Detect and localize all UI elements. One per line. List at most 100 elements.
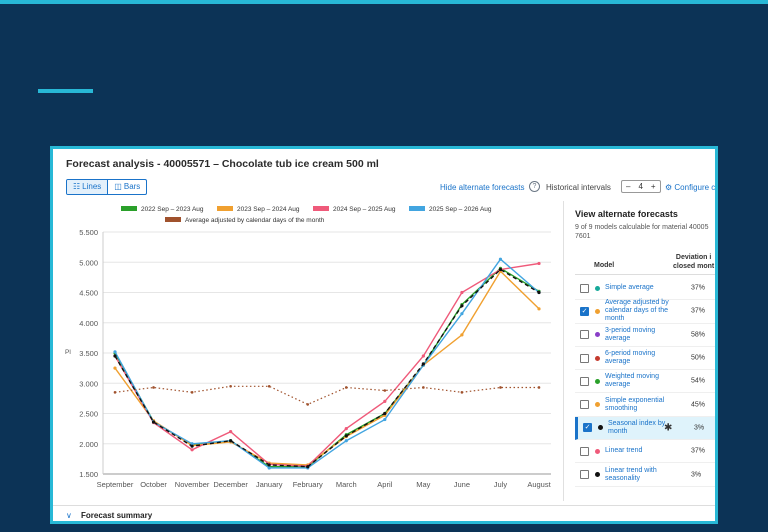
model-checkbox[interactable] xyxy=(580,400,589,410)
top-accent-stripe xyxy=(0,0,768,4)
model-checkbox[interactable] xyxy=(580,470,589,480)
deviation-value: 3% xyxy=(694,424,705,432)
series-line xyxy=(114,268,540,468)
forecast-analysis-panel: Forecast analysis - 40005571 – Chocolate… xyxy=(50,146,718,524)
legend-swatch xyxy=(313,206,329,211)
bars-view-button[interactable]: ◫ Bars xyxy=(107,180,146,194)
model-name-link[interactable]: Average adjusted by calendar days of the… xyxy=(605,299,669,323)
data-point xyxy=(344,434,348,438)
model-name-link[interactable]: Linear trend xyxy=(605,447,643,455)
hide-alternate-forecasts-link[interactable]: Hide alternate forecasts xyxy=(440,183,525,192)
model-checkbox[interactable]: ✓ xyxy=(580,306,589,316)
data-point xyxy=(306,465,310,469)
data-point xyxy=(190,442,194,446)
data-point xyxy=(460,304,464,308)
data-point xyxy=(113,391,117,394)
legend-label: 2022 Sep – 2023 Aug xyxy=(141,206,204,213)
y-tick-label: 3.000 xyxy=(79,379,98,388)
data-point xyxy=(190,444,194,448)
model-row[interactable]: Weighted moving average 54% xyxy=(575,370,715,394)
data-point xyxy=(151,420,156,424)
series-color-dot xyxy=(595,448,600,454)
model-row[interactable]: ✓ Seasonal index by month ✱ 3% xyxy=(575,416,715,441)
y-tick-label: 4.500 xyxy=(79,289,98,298)
data-point xyxy=(344,386,348,389)
sidebar-subtitle-line2: 7601 xyxy=(575,233,591,240)
legend-label: 2023 Sep – 2024 Aug xyxy=(237,206,300,213)
y-tick-label: 4.000 xyxy=(79,319,98,328)
data-point xyxy=(460,290,464,295)
series-color-dot xyxy=(595,355,600,361)
model-checkbox[interactable]: ✓ xyxy=(583,423,592,433)
model-checkbox[interactable] xyxy=(580,353,589,363)
help-icon[interactable]: ? xyxy=(529,181,540,192)
series-line xyxy=(114,258,540,469)
series-color-dot xyxy=(595,308,600,314)
data-point xyxy=(113,366,117,370)
data-point xyxy=(383,399,387,403)
deviation-value: 37% xyxy=(691,284,706,292)
legend-swatch xyxy=(121,206,137,211)
x-tick-label: May xyxy=(416,480,430,489)
model-name-link[interactable]: Seasonal index by month xyxy=(608,419,666,435)
panel-title: Forecast analysis - 40005571 – Chocolate… xyxy=(66,158,379,170)
data-point xyxy=(190,391,194,394)
model-row[interactable]: Simple exponential smoothing 45% xyxy=(575,393,715,417)
x-tick-label: August xyxy=(527,480,551,489)
model-row[interactable]: Simple average 37% xyxy=(575,277,715,301)
x-tick-label: November xyxy=(175,480,210,489)
forecast-summary-section[interactable]: ∨ Forecast summary xyxy=(53,505,715,521)
model-row[interactable]: 3-period moving average 58% xyxy=(575,324,715,347)
x-tick-label: January xyxy=(256,480,283,489)
bars-view-label: Bars xyxy=(123,182,141,191)
model-checkbox[interactable] xyxy=(580,376,589,386)
y-tick-label: 5.500 xyxy=(79,228,98,237)
stepper-value[interactable]: 4 xyxy=(638,182,643,191)
data-point xyxy=(267,466,271,470)
model-name-link[interactable]: 3-period moving average xyxy=(605,326,656,342)
model-row[interactable]: 6-period moving average 50% xyxy=(575,347,715,371)
x-tick-label: December xyxy=(213,480,248,489)
stepper-increment-button[interactable]: + xyxy=(650,182,656,191)
data-point xyxy=(537,307,541,311)
model-row[interactable]: Linear trend with seasonality 3% xyxy=(575,463,715,487)
data-point xyxy=(344,427,348,431)
data-point xyxy=(229,430,233,434)
deviation-value: 3% xyxy=(691,471,702,479)
y-tick-label: 1.500 xyxy=(79,470,98,479)
model-name-link[interactable]: Simple average xyxy=(605,284,654,292)
model-name-link[interactable]: Simple exponential smoothing xyxy=(605,396,665,412)
model-row[interactable]: ✓ Average adjusted by calendar days of th… xyxy=(575,299,715,324)
model-row[interactable]: Linear trend 37% xyxy=(575,440,715,464)
chevron-down-icon[interactable]: ∨ xyxy=(66,511,72,520)
lines-view-button[interactable]: ☷ Lines xyxy=(67,180,108,194)
x-tick-label: March xyxy=(336,480,357,489)
column-model: Model xyxy=(594,262,615,269)
deviation-value: 50% xyxy=(691,354,706,362)
column-deviation-line2: closed mont xyxy=(673,263,715,270)
model-checkbox[interactable] xyxy=(580,446,589,456)
data-point xyxy=(421,362,425,366)
model-name-link[interactable]: Weighted moving average xyxy=(605,373,659,389)
data-point xyxy=(229,384,232,388)
model-checkbox[interactable] xyxy=(580,330,589,340)
view-toggle: ☷ Lines ◫ Bars xyxy=(66,179,148,195)
model-name-link[interactable]: Linear trend with seasonality xyxy=(605,466,657,482)
forecast-summary-label: Forecast summary xyxy=(81,511,153,520)
model-name-link[interactable]: 6-period moving average xyxy=(605,350,656,366)
model-checkbox[interactable] xyxy=(580,283,589,293)
configure-button[interactable]: ⚙ Configure c xyxy=(665,183,716,192)
data-point xyxy=(229,439,233,443)
data-point xyxy=(383,417,387,422)
legend-swatch xyxy=(409,206,425,211)
bars-icon: ◫ xyxy=(114,182,122,191)
data-point xyxy=(499,386,502,389)
series-color-dot xyxy=(595,378,600,384)
sidebar-title: View alternate forecasts xyxy=(575,209,678,219)
data-point xyxy=(537,290,541,295)
panel-divider xyxy=(563,201,564,501)
column-deviation-line1: Deviation i xyxy=(675,254,712,261)
data-point xyxy=(460,391,464,394)
stepper-decrement-button[interactable]: – xyxy=(626,182,631,191)
historical-intervals-stepper: – 4 + xyxy=(621,180,661,193)
